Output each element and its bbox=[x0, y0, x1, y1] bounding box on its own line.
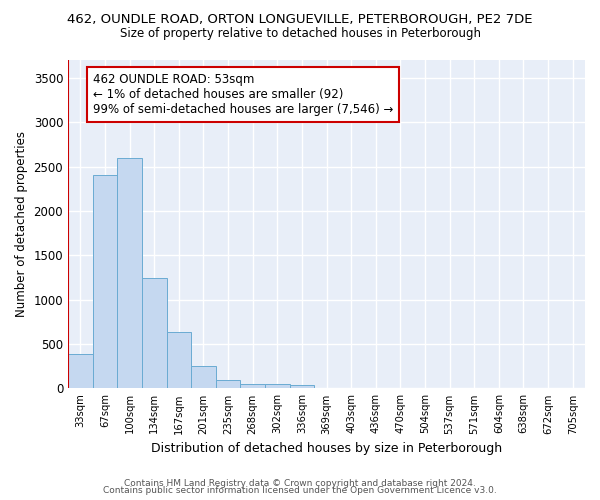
Bar bbox=[265, 384, 290, 388]
Bar bbox=[117, 158, 142, 388]
Bar bbox=[241, 384, 265, 388]
Text: Contains HM Land Registry data © Crown copyright and database right 2024.: Contains HM Land Registry data © Crown c… bbox=[124, 478, 476, 488]
Bar bbox=[290, 385, 314, 388]
Y-axis label: Number of detached properties: Number of detached properties bbox=[15, 131, 28, 317]
Bar bbox=[191, 366, 216, 388]
X-axis label: Distribution of detached houses by size in Peterborough: Distribution of detached houses by size … bbox=[151, 442, 502, 455]
Bar bbox=[216, 380, 241, 388]
Bar bbox=[92, 176, 117, 388]
Text: Contains public sector information licensed under the Open Government Licence v3: Contains public sector information licen… bbox=[103, 486, 497, 495]
Text: 462, OUNDLE ROAD, ORTON LONGUEVILLE, PETERBOROUGH, PE2 7DE: 462, OUNDLE ROAD, ORTON LONGUEVILLE, PET… bbox=[67, 12, 533, 26]
Text: 462 OUNDLE ROAD: 53sqm
← 1% of detached houses are smaller (92)
99% of semi-deta: 462 OUNDLE ROAD: 53sqm ← 1% of detached … bbox=[92, 74, 393, 116]
Bar bbox=[68, 354, 92, 388]
Bar bbox=[167, 332, 191, 388]
Bar bbox=[142, 278, 167, 388]
Text: Size of property relative to detached houses in Peterborough: Size of property relative to detached ho… bbox=[119, 28, 481, 40]
